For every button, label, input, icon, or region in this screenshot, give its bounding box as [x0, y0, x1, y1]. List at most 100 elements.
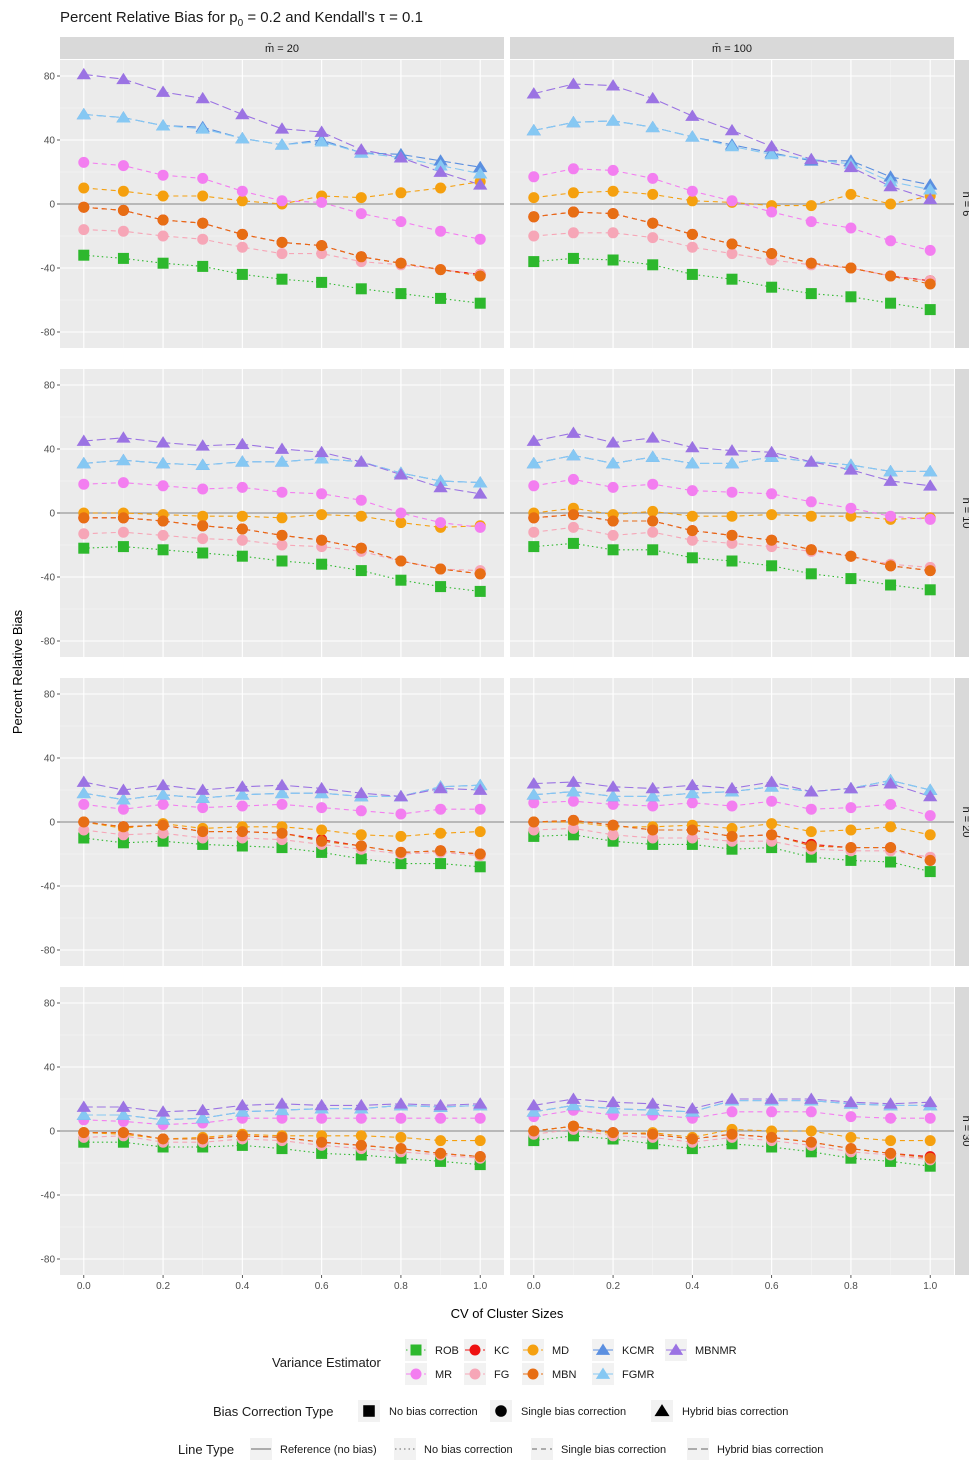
data-point-rob: [78, 249, 90, 261]
data-point-mbnmr: [76, 67, 91, 80]
data-point-rob: [686, 268, 698, 280]
series-line-rob: [533, 542, 931, 591]
data-point-mbn: [686, 525, 698, 537]
data-point-rob: [236, 550, 248, 562]
legend-label: Hybrid bias correction: [717, 1444, 823, 1456]
data-point-rob: [435, 292, 447, 304]
data-point-mr: [726, 800, 738, 812]
facet-panels: m̄ = 20 m̄ = 100 n = 6 n = 10 n = 20 n = 30 -8…: [41, 37, 969, 1292]
data-point-md: [395, 517, 407, 529]
data-point-fg: [236, 241, 248, 253]
data-point-mbn: [117, 1127, 129, 1139]
data-point-mr: [686, 485, 698, 497]
data-point-md: [528, 192, 540, 204]
data-point-mbn: [474, 1151, 486, 1163]
data-point-mr: [395, 216, 407, 228]
data-point-mr: [924, 513, 936, 525]
data-point-fg: [78, 824, 90, 836]
data-point-md: [686, 510, 698, 522]
data-point-rob: [117, 837, 129, 849]
legend-bias-correction: Bias Correction Type No bias correction Si…: [213, 1400, 788, 1422]
data-point-rob: [567, 829, 579, 841]
data-point-md: [924, 1135, 936, 1147]
data-point-fgmr: [645, 1103, 660, 1116]
data-point-fgmr: [645, 450, 660, 462]
data-point-fgmr: [473, 476, 488, 488]
data-point-mbnmr: [526, 1098, 541, 1111]
data-point-mbn: [805, 840, 817, 852]
data-point-fgmr: [645, 120, 660, 133]
data-point-mr: [647, 800, 659, 812]
data-point-mr: [395, 808, 407, 820]
data-point-mbn: [766, 534, 778, 546]
data-point-mbnmr: [354, 786, 369, 799]
series-line-mbnmr: [533, 83, 931, 200]
data-point-fgmr: [566, 448, 581, 461]
data-point-mbnmr: [526, 777, 541, 789]
legend-key-marker: [595, 1367, 611, 1379]
data-point-mr: [157, 169, 169, 181]
data-point-mbn: [885, 842, 897, 854]
data-point-fgmr: [605, 789, 621, 802]
data-point-fgmr: [235, 131, 250, 144]
data-point-fg: [197, 533, 209, 545]
data-point-mr: [885, 798, 897, 810]
data-point-fg: [686, 832, 698, 844]
data-point-mbnmr: [883, 777, 898, 789]
data-point-md: [885, 821, 897, 833]
data-point-mr: [355, 208, 367, 220]
data-point-mbnmr: [923, 1095, 938, 1108]
legend-label: Single bias correction: [521, 1406, 626, 1418]
chart-title-sub: 0: [238, 18, 244, 29]
data-point-mr: [845, 1111, 857, 1123]
data-point-fg: [157, 827, 169, 839]
data-point-mr: [474, 233, 486, 245]
y-tick-label: 40: [44, 445, 56, 456]
data-point-fgmr: [433, 474, 448, 486]
data-point-rob: [766, 560, 778, 572]
legend-item-dashed: Single bias correction: [531, 1438, 666, 1460]
data-point-mbnmr: [76, 775, 91, 787]
data-point-rob: [686, 838, 698, 850]
data-point-mbn: [78, 816, 90, 828]
data-point-mbnmr: [116, 431, 131, 443]
data-point-rob: [924, 304, 936, 316]
data-point-mbn: [117, 821, 129, 833]
data-point-fg: [78, 224, 90, 236]
data-point-rob: [316, 558, 328, 570]
data-point-fg: [157, 529, 169, 541]
legend-label: Reference (no bias): [280, 1444, 377, 1456]
strip-background: [955, 678, 969, 966]
data-point-fg: [157, 230, 169, 242]
data-point-rob: [157, 544, 169, 556]
data-point-mbnmr: [274, 122, 290, 134]
data-point-mbnmr: [645, 781, 660, 794]
data-point-mbnmr: [116, 72, 131, 85]
data-point-md: [647, 188, 659, 200]
data-point-mbnmr: [235, 1098, 250, 1111]
data-point-mr: [845, 222, 857, 234]
y-tick-label: 0: [49, 1127, 55, 1138]
data-point-md: [435, 827, 447, 839]
data-point-fgmr: [155, 456, 171, 469]
data-point-mbnmr: [393, 789, 409, 802]
data-point-mbnmr: [155, 85, 171, 97]
data-point-mbnmr: [724, 781, 740, 794]
data-point-mbn: [157, 214, 169, 226]
data-point-mbnmr: [76, 434, 91, 446]
data-point-mbnmr: [764, 775, 779, 787]
data-point-fgmr: [685, 786, 700, 799]
data-point-mbn: [567, 1120, 579, 1132]
data-point-mbn: [435, 845, 447, 857]
data-point-md: [197, 190, 209, 202]
data-point-md: [686, 195, 698, 207]
data-point-fgmr: [526, 456, 541, 469]
data-point-fgmr: [645, 789, 660, 802]
data-point-mr: [607, 798, 619, 810]
data-point-mbnmr: [724, 1092, 740, 1104]
data-point-mbn: [276, 529, 288, 541]
data-point-mbnmr: [526, 87, 541, 99]
data-point-fgmr: [235, 788, 250, 800]
data-point-mr: [805, 216, 817, 228]
data-point-md: [474, 826, 486, 838]
